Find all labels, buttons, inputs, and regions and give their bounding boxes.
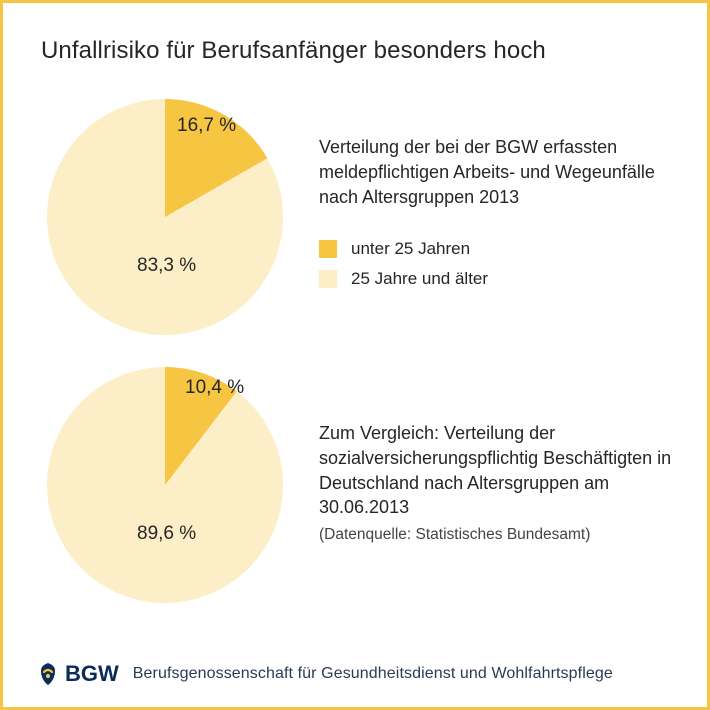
pie-1-disc [47, 99, 283, 335]
pie-1-slice-0-pct: 16,7 % [177, 115, 236, 137]
legend-swatch-0 [319, 240, 337, 258]
pie-chart-2: 10,4 % 89,6 % [37, 357, 307, 617]
chart-row-1: 16,7 % 83,3 % Verteilung der bei der BGW… [37, 89, 673, 349]
legend-label-1: 25 Jahre und älter [351, 267, 488, 290]
chart-2-description: Zum Vergleich: Verteilung der sozialvers… [307, 357, 673, 546]
pie-2-disc [47, 367, 283, 603]
pie-chart-1: 16,7 % 83,3 % [37, 89, 307, 349]
chart-2-source: (Datenquelle: Statistisches Bundesamt) [319, 524, 673, 545]
footer-org-text: Berufsgenossenschaft für Gesundheitsdien… [133, 665, 613, 683]
pie-2-slice-0-pct: 10,4 % [185, 377, 244, 399]
bgw-logo-text: BGW [65, 661, 119, 687]
legend-swatch-1 [319, 270, 337, 288]
legend: unter 25 Jahren 25 Jahre und älter [319, 237, 673, 290]
legend-item-0: unter 25 Jahren [319, 237, 673, 260]
chart-2-caption: Zum Vergleich: Verteilung der sozialvers… [319, 421, 673, 520]
chart-1-description: Verteilung der bei der BGW erfassten mel… [307, 89, 673, 296]
page-title: Unfallrisiko für Berufsanfänger besonder… [41, 37, 673, 65]
chart-1-caption: Verteilung der bei der BGW erfassten mel… [319, 135, 673, 209]
chart-row-2: 10,4 % 89,6 % Zum Vergleich: Verteilung … [37, 357, 673, 617]
bgw-logo: BGW [37, 661, 119, 687]
bgw-logo-icon [37, 662, 59, 686]
pie-1-slice-1-pct: 83,3 % [137, 255, 196, 277]
footer: BGW Berufsgenossenschaft für Gesundheits… [37, 661, 673, 687]
pie-2-slice-1-pct: 89,6 % [137, 523, 196, 545]
infographic-frame: Unfallrisiko für Berufsanfänger besonder… [0, 0, 710, 710]
legend-label-0: unter 25 Jahren [351, 237, 470, 260]
legend-item-1: 25 Jahre und älter [319, 267, 673, 290]
